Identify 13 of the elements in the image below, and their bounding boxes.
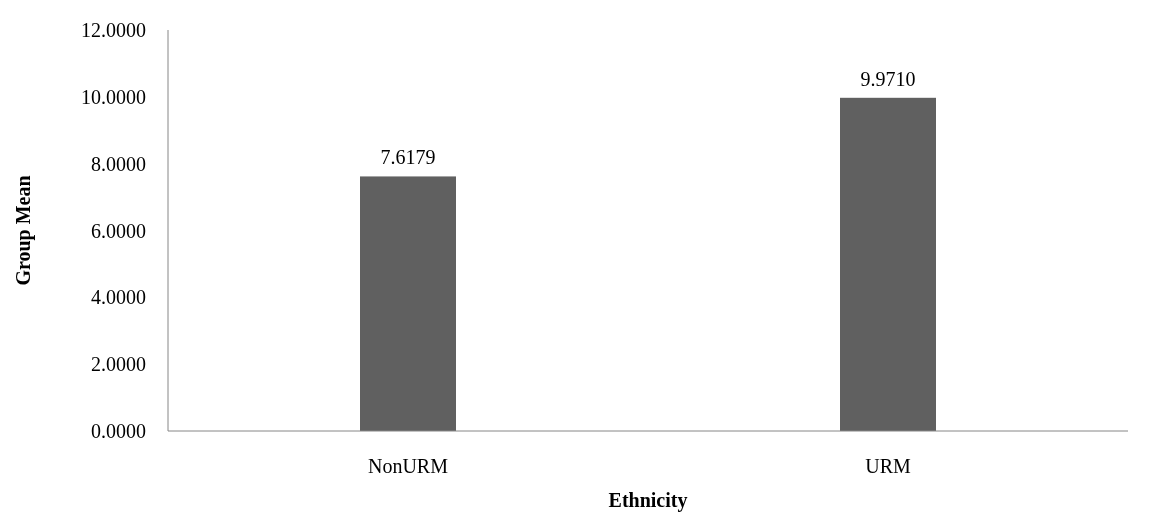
y-tick-label: 10.0000	[81, 85, 146, 108]
y-tick-label: 8.0000	[91, 152, 146, 175]
y-axis-title: Group Mean	[12, 175, 35, 286]
data-label: 9.9710	[860, 67, 916, 90]
x-tick-label: URM	[865, 455, 911, 477]
data-label: 7.6179	[380, 146, 436, 169]
x-tick-label: NonURM	[367, 455, 449, 477]
y-tick-label: 4.0000	[91, 286, 146, 309]
y-tick-label: 2.0000	[91, 353, 146, 376]
y-tick-label: 6.0000	[91, 219, 146, 242]
y-tick-label: 0.0000	[91, 420, 146, 442]
y-tick-label: 12.0000	[81, 19, 146, 41]
x-axis-title: Ethnicity	[608, 489, 688, 512]
